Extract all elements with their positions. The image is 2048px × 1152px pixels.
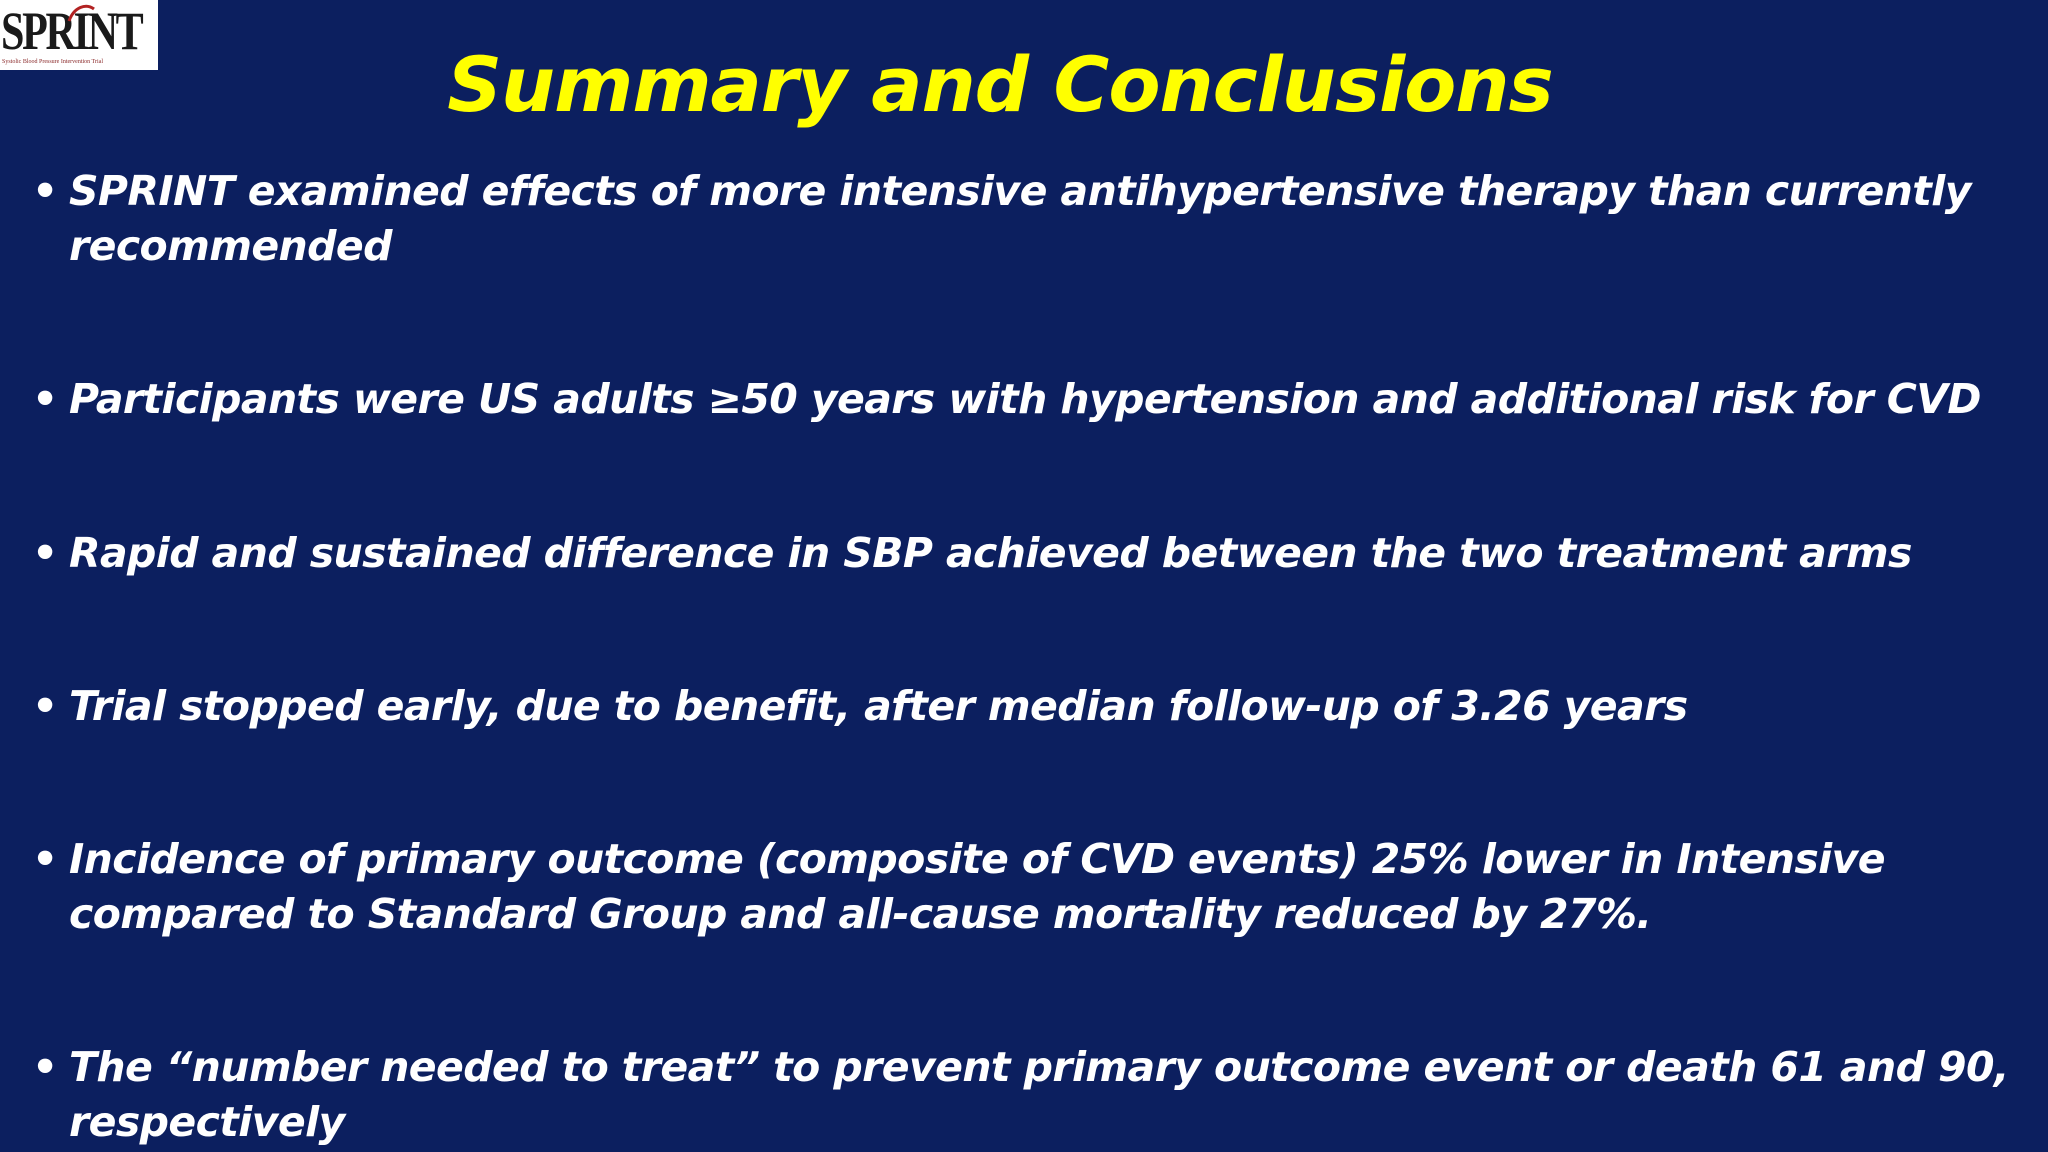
bullet-text: Participants were US adults ≥50 years wi… [69,375,1981,423]
bullet-item: • SPRINT examined effects of more intens… [32,164,2022,274]
bullet-dot: • [32,1043,58,1091]
bullet-dot: • [32,529,58,577]
bullet-text: Rapid and sustained difference in SBP ac… [69,529,1912,577]
bullet-text: Incidence of primary outcome (composite … [69,835,1886,938]
bullet-text: The “number needed to treat” to prevent … [69,1043,2009,1146]
logo-tagline: Systolic Blood Pressure Intervention Tri… [2,59,103,65]
bullet-dot: • [32,835,58,883]
bullet-text: Trial stopped early, due to benefit, aft… [69,682,1688,730]
bullet-item: • Trial stopped early, due to benefit, a… [32,679,2022,734]
slide-title: Summary and Conclusions [447,40,1553,129]
bullet-item: • Incidence of primary outcome (composit… [32,832,2022,942]
bullet-dot: • [32,375,58,423]
bullet-text: SPRINT examined effects of more intensiv… [69,167,1971,270]
sprint-logo: SPRINT Systolic Blood Pressure Intervent… [0,0,158,70]
bullet-item: • Rapid and sustained difference in SBP … [32,526,2022,581]
bullet-item: • Participants were US adults ≥50 years … [32,372,2022,427]
logo-swoosh-icon [67,4,95,22]
bullet-dot: • [32,682,58,730]
bullet-item: • The “number needed to treat” to preven… [32,1040,2022,1150]
bullet-dot: • [32,167,58,215]
